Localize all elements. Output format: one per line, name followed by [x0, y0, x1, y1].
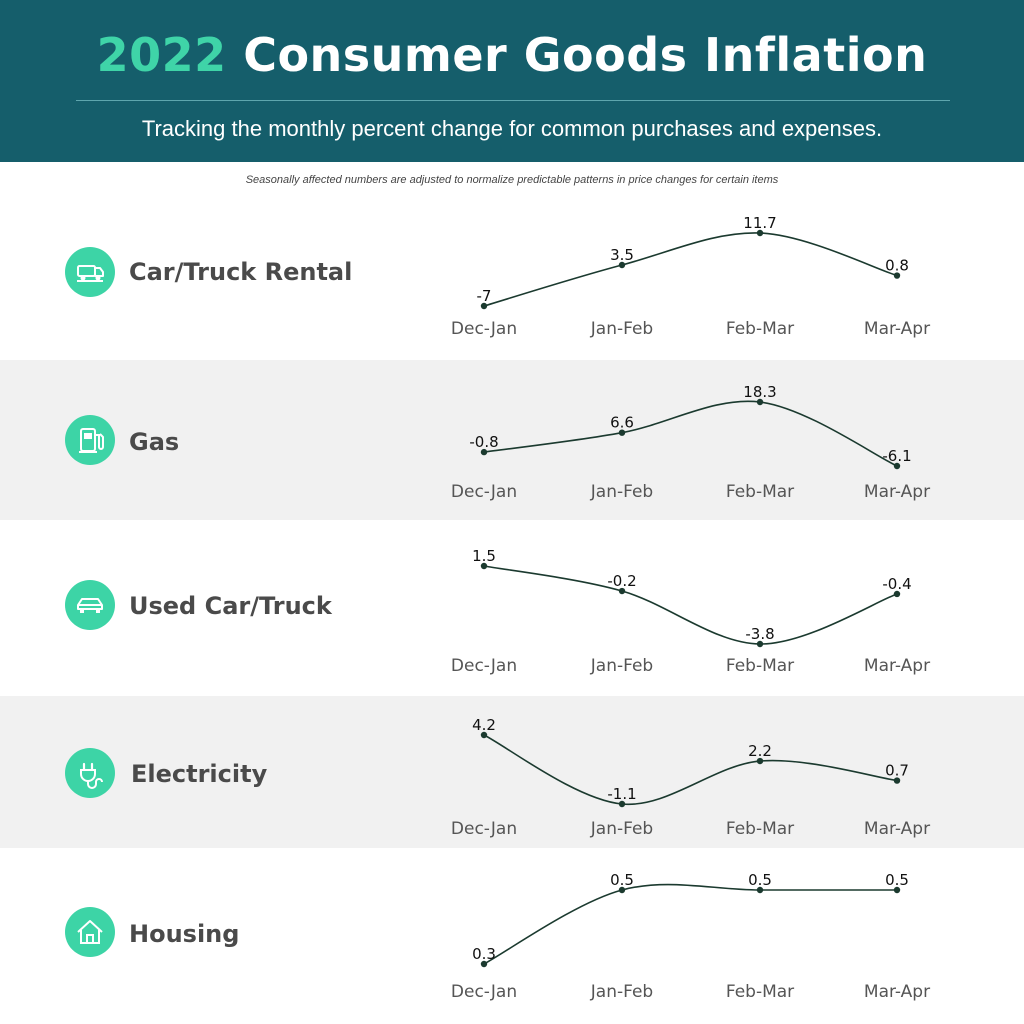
data-label-car-truck-rental: 0.8	[885, 257, 909, 275]
plug-icon	[65, 748, 115, 798]
x-tick-label-electricity: Jan-Feb	[590, 819, 653, 839]
data-point-gas	[618, 429, 626, 436]
data-label-car-truck-rental: 11.7	[743, 214, 776, 232]
car-rental-icon	[65, 247, 115, 297]
data-point-used-car-truck	[756, 640, 764, 648]
data-label-housing: 0.5	[748, 871, 772, 889]
page-title: 2022 Consumer Goods Inflation	[0, 28, 1024, 82]
data-label-electricity: 0.7	[885, 762, 909, 780]
x-tick-label-housing: Jan-Feb	[590, 982, 653, 1002]
data-label-gas: 6.6	[610, 414, 634, 432]
data-label-used-car-truck: 1.5	[472, 547, 496, 565]
data-label-gas: 18.3	[743, 383, 776, 401]
data-point-electricity	[756, 757, 764, 765]
series-line-used-car-truck	[483, 565, 898, 645]
data-label-gas: -0.8	[469, 433, 498, 451]
header-divider	[76, 100, 950, 101]
seasonal-note: Seasonally affected numbers are adjusted…	[245, 174, 779, 186]
data-point-electricity	[480, 731, 488, 739]
car-icon	[65, 580, 115, 630]
x-tick-label-used-car-truck: Feb-Mar	[726, 656, 794, 676]
header-banner: 2022 Consumer Goods Inflation Tracking t…	[0, 0, 1024, 162]
x-tick-label-housing: Mar-Apr	[864, 982, 930, 1002]
category-label-gas: Gas	[129, 428, 180, 456]
x-tick-label-used-car-truck: Jan-Feb	[590, 656, 653, 676]
data-label-housing: 0.3	[472, 945, 496, 963]
category-label-car-truck-rental: Car/Truck Rental	[129, 258, 353, 286]
x-tick-label-used-car-truck: Mar-Apr	[864, 656, 930, 676]
data-label-used-car-truck: -0.4	[882, 575, 911, 593]
data-point-gas	[480, 448, 488, 456]
x-tick-label-car-truck-rental: Feb-Mar	[726, 319, 794, 339]
data-point-car-truck-rental	[618, 261, 626, 269]
gas-pump-icon	[65, 415, 115, 465]
x-tick-label-used-car-truck: Dec-Jan	[451, 656, 517, 676]
series-line-car-truck-rental	[483, 232, 898, 307]
data-point-gas	[893, 462, 901, 470]
series-line-gas	[483, 400, 898, 467]
data-point-gas	[756, 398, 764, 406]
x-tick-label-gas: Mar-Apr	[864, 482, 930, 502]
data-label-used-car-truck: -3.8	[745, 625, 774, 643]
x-tick-label-car-truck-rental: Jan-Feb	[590, 319, 653, 339]
data-point-used-car-truck	[618, 587, 626, 595]
data-point-car-truck-rental	[756, 229, 764, 237]
x-tick-label-gas: Jan-Feb	[590, 482, 653, 502]
data-point-used-car-truck	[893, 590, 901, 598]
data-label-used-car-truck: -0.2	[607, 572, 636, 590]
page-subtitle: Tracking the monthly percent change for …	[141, 116, 883, 141]
category-label-used-car-truck: Used Car/Truck	[129, 592, 332, 620]
data-point-electricity	[618, 800, 626, 808]
band-gas	[0, 360, 1024, 520]
category-label-housing: Housing	[129, 920, 240, 948]
x-tick-label-housing: Dec-Jan	[451, 982, 517, 1002]
data-label-gas: -6.1	[882, 447, 911, 465]
data-label-housing: 0.5	[610, 871, 634, 889]
house-icon	[65, 907, 115, 957]
series-line-housing	[483, 883, 897, 965]
category-label-electricity: Electricity	[131, 760, 268, 788]
data-label-electricity: 2.2	[748, 742, 772, 760]
x-tick-label-electricity: Dec-Jan	[451, 819, 517, 839]
data-label-electricity: 4.2	[472, 716, 496, 734]
data-point-car-truck-rental	[480, 302, 488, 310]
data-point-used-car-truck	[480, 562, 488, 570]
title-text: Consumer Goods Inflation	[243, 28, 928, 82]
data-label-car-truck-rental: 3.5	[610, 246, 634, 264]
data-point-housing	[893, 886, 901, 894]
data-point-electricity	[893, 777, 901, 784]
x-tick-label-gas: Feb-Mar	[726, 482, 794, 502]
x-tick-label-car-truck-rental: Mar-Apr	[864, 319, 930, 339]
x-tick-label-electricity: Feb-Mar	[726, 819, 794, 839]
series-line-electricity	[483, 734, 898, 805]
data-point-housing	[480, 960, 488, 968]
data-label-car-truck-rental: -7	[477, 287, 492, 305]
x-tick-label-car-truck-rental: Dec-Jan	[451, 319, 517, 339]
data-point-car-truck-rental	[893, 272, 901, 279]
data-point-housing	[756, 886, 764, 894]
data-label-housing: 0.5	[885, 871, 909, 889]
data-label-electricity: -1.1	[607, 785, 636, 803]
data-point-housing	[618, 886, 626, 894]
x-tick-label-gas: Dec-Jan	[451, 482, 517, 502]
title-year: 2022	[96, 28, 227, 82]
x-tick-label-housing: Feb-Mar	[726, 982, 794, 1002]
x-tick-label-electricity: Mar-Apr	[864, 819, 930, 839]
